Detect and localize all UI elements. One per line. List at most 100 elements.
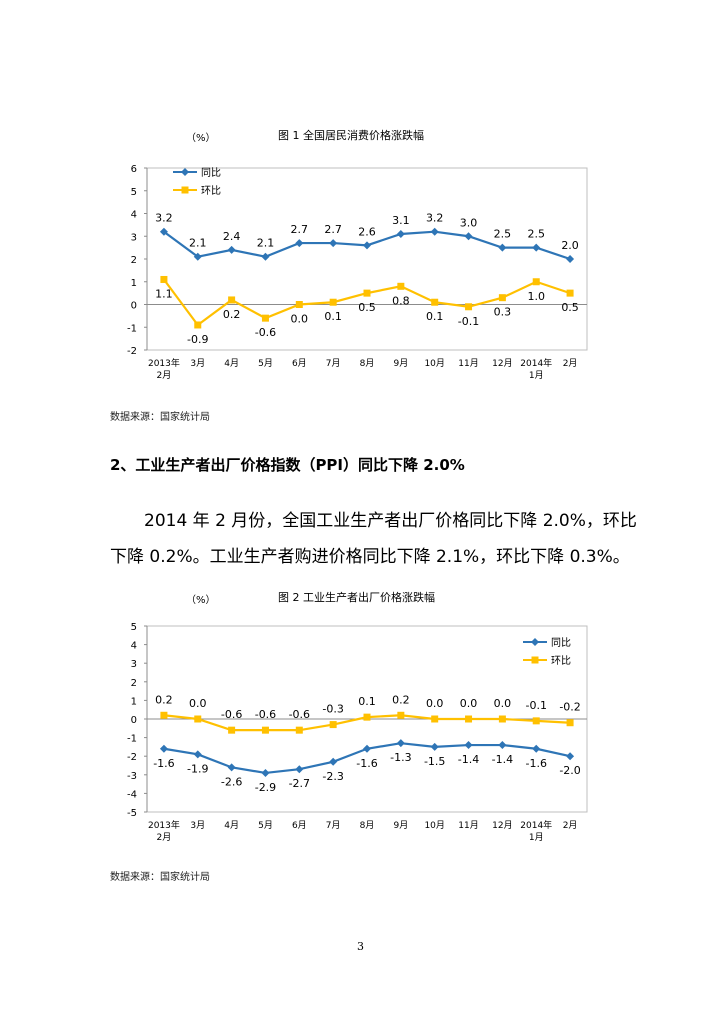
data-point [363, 713, 371, 721]
data-point [194, 321, 202, 329]
data-label: 0.0 [291, 313, 309, 326]
data-label: 0.2 [223, 308, 241, 321]
data-point [295, 239, 304, 248]
data-label: -1.6 [153, 757, 174, 770]
paragraph-line-1: 2014 年 2 月份，全国工业生产者出厂价格同比下降 2.0%，环比 [144, 511, 637, 531]
x-tick-label: 4月 [224, 358, 239, 369]
data-point [397, 711, 405, 719]
x-tick-label: 5月 [258, 820, 273, 831]
data-label: 0.1 [426, 310, 444, 323]
data-label: 0.5 [561, 301, 579, 314]
data-point [465, 303, 473, 311]
data-point [465, 715, 473, 723]
x-tick-label: 1月 [529, 832, 544, 843]
data-point [532, 744, 541, 753]
data-point [159, 227, 168, 236]
x-tick-label: 2月 [157, 370, 172, 381]
data-point [261, 726, 269, 734]
data-point [431, 298, 439, 306]
data-label: 0.2 [155, 693, 173, 706]
data-point [430, 742, 439, 751]
x-tick-label: 2014年 [520, 357, 552, 369]
y-tick-label: 4 [131, 210, 137, 221]
data-point [329, 721, 337, 729]
y-tick-label: -3 [127, 771, 137, 782]
data-point [566, 255, 575, 263]
data-label: 2.5 [527, 228, 545, 241]
data-label: -0.2 [559, 701, 580, 714]
data-point [396, 229, 405, 238]
data-point [532, 278, 540, 286]
data-point [261, 252, 270, 261]
data-label: -1.9 [187, 762, 208, 775]
x-tick-label: 2月 [157, 832, 172, 843]
data-label: -0.6 [255, 326, 276, 339]
data-point [498, 741, 507, 750]
x-tick-label: 2013年 [148, 357, 180, 369]
y-tick-label: 2 [131, 255, 137, 266]
data-label: 0.0 [494, 697, 512, 710]
data-label: -0.1 [525, 699, 546, 712]
legend-label: 环比 [551, 655, 571, 667]
x-tick-label: 2月 [563, 820, 578, 831]
data-label: -2.7 [289, 777, 310, 790]
x-tick-label: 9月 [393, 820, 408, 831]
x-tick-label: 10月 [424, 358, 444, 369]
fig1-title: 图 1 全国居民消费价格涨跌幅 [278, 129, 424, 142]
y-tick-label: -2 [127, 346, 137, 357]
x-tick-label: 7月 [326, 820, 341, 831]
y-tick-label: 5 [131, 622, 137, 633]
paragraph-line-2: 下降 0.2%。工业生产者购进价格同比下降 2.1%，环比下降 0.3%。 [110, 547, 630, 567]
x-tick-label: 11月 [458, 820, 478, 831]
data-label: 2.4 [223, 230, 241, 243]
data-label: 2.5 [494, 228, 512, 241]
x-tick-label: 1月 [529, 370, 544, 381]
y-tick-label: -1 [127, 323, 137, 334]
data-label: -1.4 [458, 753, 479, 766]
y-tick-label: 0 [131, 715, 137, 726]
data-label: 0.3 [494, 306, 512, 319]
data-label: -2.0 [559, 764, 580, 777]
data-label: -0.1 [458, 315, 479, 328]
fig1-source: 数据来源：国家统计局 [110, 412, 210, 423]
data-label: -0.3 [322, 703, 343, 716]
x-tick-label: 12月 [492, 358, 512, 369]
data-point [397, 282, 405, 290]
data-point [159, 744, 168, 753]
x-tick-label: 2013年 [148, 819, 180, 831]
data-label: -1.4 [492, 753, 513, 766]
data-point [532, 717, 540, 725]
data-point [566, 289, 574, 297]
data-label: 0.0 [189, 697, 207, 710]
legend-label: 同比 [201, 167, 221, 179]
y-tick-label: 3 [131, 232, 137, 243]
data-point [464, 741, 473, 750]
data-label: -1.5 [424, 755, 445, 768]
data-label: 2.1 [257, 237, 275, 250]
data-point [329, 757, 338, 766]
data-label: 0.1 [358, 695, 376, 708]
data-label: -0.9 [187, 333, 208, 346]
data-label: 3.2 [426, 212, 444, 225]
plot-area [146, 167, 588, 351]
x-tick-label: 6月 [292, 358, 307, 369]
data-point [295, 726, 303, 734]
data-point [498, 294, 506, 302]
y-tick-label: -1 [127, 734, 137, 745]
data-point [228, 726, 236, 734]
data-point [160, 711, 168, 719]
x-tick-label: 3月 [190, 358, 205, 369]
data-point [430, 227, 439, 236]
x-tick-label: 5月 [258, 358, 273, 369]
data-point [228, 296, 236, 304]
data-point [498, 715, 506, 723]
legend-marker [181, 186, 189, 194]
data-point [532, 243, 541, 252]
data-point [363, 744, 371, 753]
x-tick-label: 12月 [492, 820, 512, 831]
data-label: 2.0 [561, 239, 579, 252]
legend-label: 环比 [201, 185, 221, 197]
data-point [498, 243, 507, 252]
data-label: 3.0 [460, 216, 478, 229]
